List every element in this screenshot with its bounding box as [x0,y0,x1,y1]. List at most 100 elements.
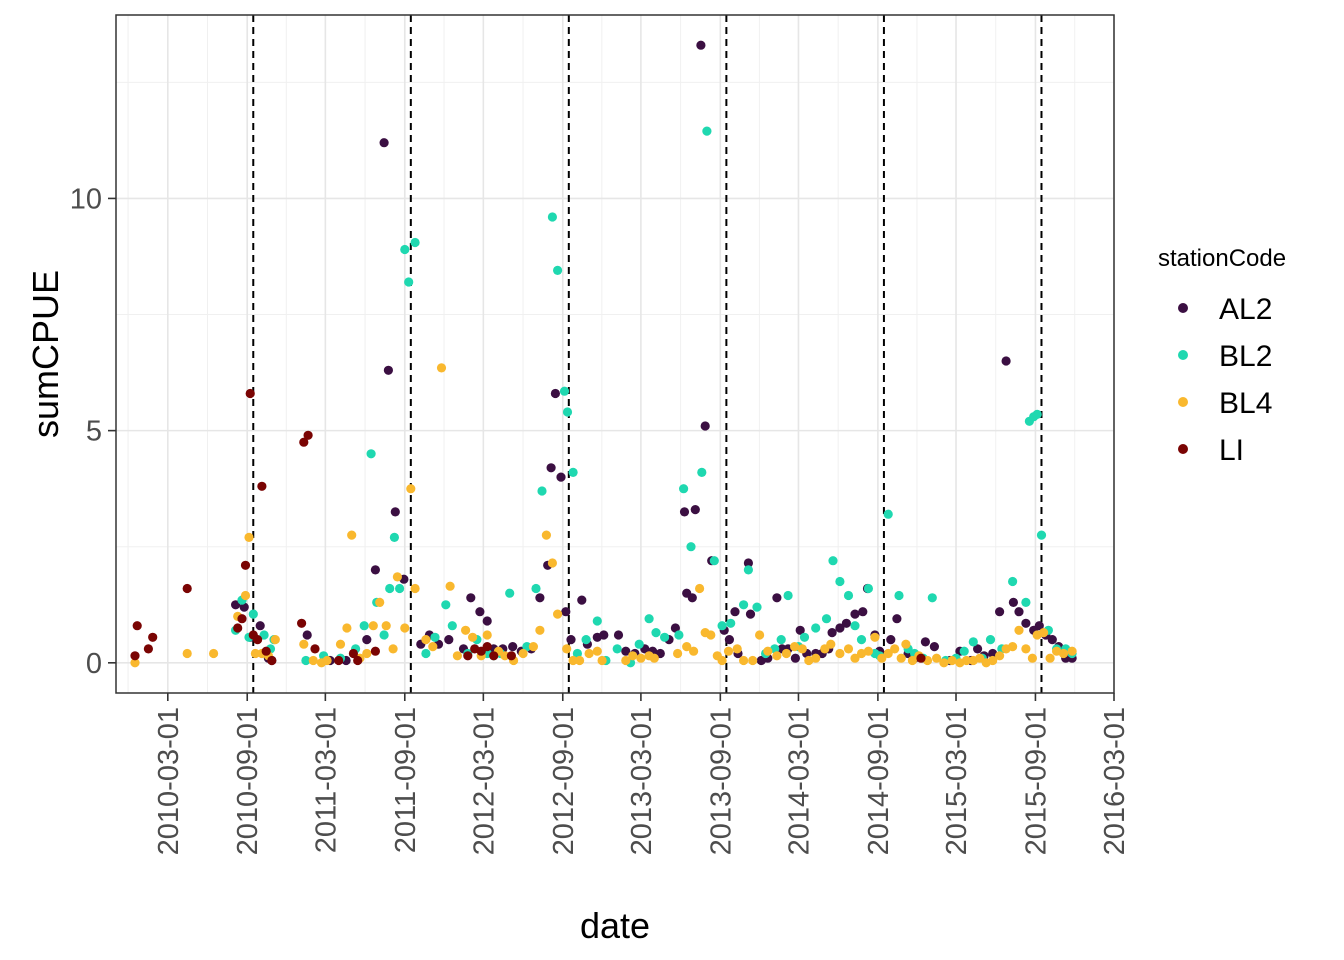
data-point-bl4 [673,648,683,659]
y-tick-label: 5 [86,416,102,448]
data-point-bl2 [686,542,696,552]
data-point-al2 [679,507,690,517]
data-point-bl2 [821,614,832,624]
data-point-bl2 [894,590,904,601]
data-point-bl4 [244,532,254,543]
panel-border [115,14,1115,694]
legend-title: stationCode [1158,245,1286,272]
data-point-li [916,653,926,663]
data-point-bl4 [410,583,420,594]
data-point-bl4 [1045,653,1055,663]
data-point-bl4 [368,621,378,631]
data-point-al2 [444,635,454,645]
data-point-bl4 [209,648,219,659]
data-point-bl4 [421,635,431,645]
data-point-al2 [379,138,389,148]
data-point-bl2 [709,556,719,566]
data-point-al2 [929,642,940,652]
data-point-bl2 [835,576,845,587]
data-point-al2 [621,646,631,656]
data-point-bl4 [689,646,699,656]
data-point-bl4 [562,644,572,654]
x-tick-label: 2013-03-01 [626,707,658,855]
data-point-bl2 [843,590,854,601]
data-point-li [245,388,255,399]
data-point-al2 [696,40,706,50]
data-point-bl4 [907,655,918,666]
data-point-bl4 [362,648,372,659]
data-point-bl4 [428,642,438,652]
data-point-bl2 [505,588,515,598]
data-point-bl2 [559,386,570,396]
data-point-bl4 [988,655,998,666]
data-point-bl4 [835,648,845,659]
data-point-al2 [973,644,983,654]
data-point-bl4 [406,484,416,494]
data-point-al2 [790,653,801,663]
data-point-bl4 [621,655,631,666]
legend-label-bl2: BL2 [1219,340,1272,373]
data-point-al2 [687,593,697,603]
data-point-bl2 [447,621,457,631]
data-point-bl4 [850,653,860,663]
data-point-al2 [795,625,805,635]
data-point-bl2 [856,635,867,645]
data-point-al2 [670,623,681,633]
y-axis: 0 5 10 [70,183,116,680]
data-point-bl4 [388,644,398,654]
data-point-bl2 [592,616,602,626]
x-tick-label: 2014-03-01 [783,707,815,855]
data-point-bl4 [347,530,357,540]
data-point-bl2 [634,639,644,649]
data-point-li [348,648,358,659]
data-point-li [463,651,473,661]
data-point-bl2 [811,623,821,633]
x-tick-label: 2013-09-01 [705,707,737,855]
data-point-bl4 [790,642,800,652]
data-point-bl2 [799,632,810,642]
data-point-li [267,655,277,666]
data-point-bl4 [763,646,773,656]
data-point-bl2 [562,407,573,417]
x-tick-label: 2014-09-01 [863,707,895,855]
data-point-bl4 [863,646,874,656]
data-point-bl4 [896,653,906,663]
data-point-bl4 [270,635,280,645]
data-point-bl2 [612,644,622,654]
x-tick-label: 2011-09-01 [390,707,422,853]
data-point-bl2 [644,614,654,624]
x-tick-label: 2015-03-01 [941,707,973,855]
data-point-al2 [1008,597,1019,608]
data-point-bl4 [723,646,734,656]
data-point-bl2 [752,602,762,612]
data-point-bl2 [568,467,578,477]
x-tick-label: 2012-03-01 [468,707,500,855]
data-point-bl4 [400,623,410,633]
data-point-bl2 [421,648,431,659]
data-point-bl4 [932,653,942,663]
data-point-bl4 [130,658,140,668]
data-point-bl4 [308,655,318,666]
legend: stationCode AL2 BL2 BL4 LI [1158,245,1286,467]
data-point-li [334,655,344,666]
data-point-bl4 [811,653,821,663]
data-point-bl2 [883,509,893,519]
data-point-al2 [546,463,556,473]
data-point-bl4 [299,639,309,649]
data-point-al2 [231,600,241,610]
data-point-al2 [724,635,735,645]
data-point-bl4 [995,651,1005,661]
data-point-al2 [577,595,587,605]
data-point-bl2 [301,655,311,666]
data-point-bl4 [748,655,758,666]
data-point-bl4 [717,655,727,666]
data-point-bl4 [436,363,447,373]
data-point-bl2 [259,630,269,640]
data-point-bl2 [968,637,978,647]
data-point-li [132,621,142,631]
data-point-bl4 [335,639,346,649]
data-point-bl2 [379,630,389,640]
data-point-bl2 [400,244,410,255]
